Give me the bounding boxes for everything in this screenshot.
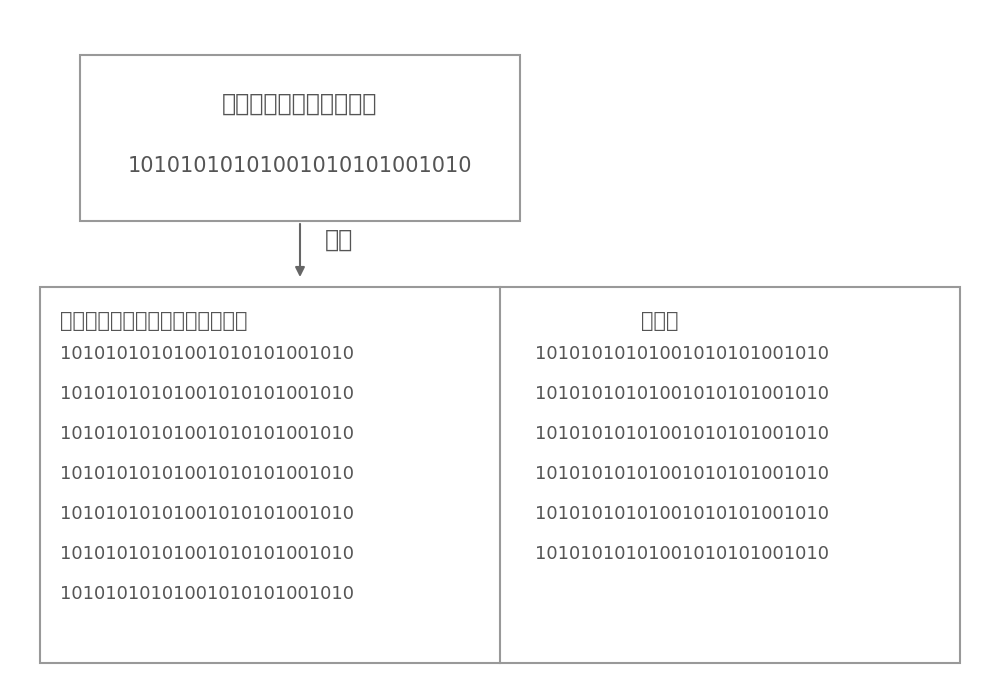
Text: 10101010101001010101001010: 10101010101001010101001010	[60, 545, 354, 563]
Text: 比较: 比较	[325, 228, 353, 252]
Text: 10101010101001010101001010: 10101010101001010101001010	[535, 465, 829, 483]
Text: 10101010101001010101001010: 10101010101001010101001010	[60, 585, 354, 603]
Text: 染色体: 染色体	[641, 312, 679, 331]
Text: 10101010101001010101001010: 10101010101001010101001010	[535, 505, 829, 523]
Text: 10101010101001010101001010: 10101010101001010101001010	[60, 505, 354, 523]
Text: 10101010101001010101001010: 10101010101001010101001010	[60, 385, 354, 403]
Text: 本次演化硬件模目标输出: 本次演化硬件模目标输出	[222, 92, 378, 115]
Text: 10101010101001010101001010: 10101010101001010101001010	[60, 425, 354, 443]
Text: 10101010101001010101001010: 10101010101001010101001010	[535, 545, 829, 563]
Text: 10101010101001010101001010: 10101010101001010101001010	[535, 385, 829, 403]
Text: 曾经故障电路的演化硬件目标输出: 曾经故障电路的演化硬件目标输出	[60, 312, 248, 331]
Text: 10101010101001010101001010: 10101010101001010101001010	[128, 156, 472, 176]
Text: 10101010101001010101001010: 10101010101001010101001010	[60, 345, 354, 363]
Text: 10101010101001010101001010: 10101010101001010101001010	[535, 425, 829, 443]
Text: 10101010101001010101001010: 10101010101001010101001010	[60, 465, 354, 483]
Bar	[40, 287, 960, 663]
Bar	[80, 55, 520, 221]
Text: 10101010101001010101001010: 10101010101001010101001010	[535, 345, 829, 363]
